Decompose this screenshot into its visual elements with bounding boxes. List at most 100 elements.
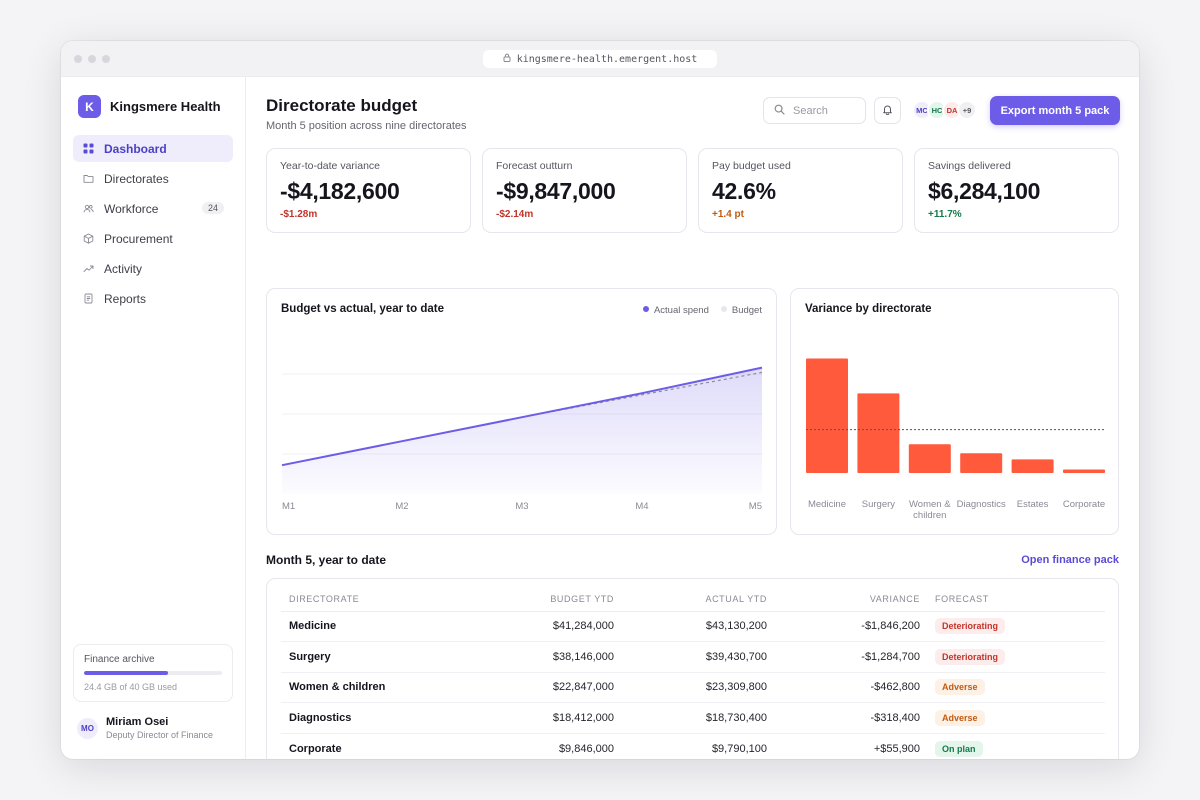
table-row[interactable]: Corporate $9,846,000 $9,790,100 +$55,900 On … [281,733,1105,759]
sidebar-item-directorates[interactable]: Directorates [73,165,233,192]
sidebar-item-label: Procurement [104,231,173,246]
search-placeholder: Search [793,104,828,117]
table-row[interactable]: Women & children $22,847,000 $23,309,800 -$… [281,672,1105,704]
bar-corporate[interactable] [1063,469,1105,473]
cell-actual: $23,309,800 [626,672,779,704]
kpi-card[interactable]: Pay budget used 42.6% +1.4 pt [698,148,903,233]
directorate-table: DIRECTORATE BUDGET YTD ACTUAL YTD VARIAN… [281,587,1105,759]
sidebar-item-label: Reports [104,291,147,306]
user-profile[interactable]: MO Miriam Osei Deputy Director of Financ… [77,716,213,740]
close-window-dot[interactable] [74,55,82,63]
category-label: Surgery [862,499,896,510]
brand-name: Kingsmere Health [110,99,221,114]
kpi-label: Pay budget used [712,160,791,172]
maximize-window-dot[interactable] [102,55,110,63]
sidebar: K Kingsmere Health Dashboard Directorates… [61,77,246,759]
sidebar-item-activity[interactable]: Activity [73,255,233,282]
table-row[interactable]: Surgery $38,146,000 $39,430,700 -$1,284,700… [281,641,1105,673]
x-tick-label: M3 [515,501,528,512]
cell-budget: $41,284,000 [481,611,626,643]
forecast-status-badge: Deteriorating [935,618,1006,635]
kpi-value: -$4,182,600 [280,178,400,204]
collaborator-avatars[interactable]: MC HC DA +9 [912,100,977,120]
box-icon [83,233,94,244]
column-header-variance[interactable]: VARIANCE [779,587,932,612]
bar-estates[interactable] [1011,459,1054,473]
kpi-label: Savings delivered [928,160,1011,172]
brand[interactable]: K Kingsmere Health [78,95,221,118]
cell-directorate: Corporate [289,742,342,755]
page-title: Directorate budget [266,96,418,115]
cell-forecast: Adverse [932,702,1105,734]
x-tick-label: M2 [395,501,408,512]
url-bar[interactable]: kingsmere-health.emergent.host [483,50,717,68]
bar-chart: Medicine Surgery Women &children Diagnostic… [806,358,1105,521]
legend-item-budget[interactable]: Budget [720,305,762,316]
category-label: children [913,510,946,521]
bar-medicine[interactable] [806,358,848,473]
cell-actual: $9,790,100 [711,742,767,755]
trend-icon [83,263,94,274]
kpi-card[interactable]: Savings delivered $6,284,100 +11.7% [914,148,1119,233]
cell-directorate: Women & children [281,672,481,704]
column-header-actual[interactable]: ACTUAL YTD [626,587,779,612]
table-row[interactable]: Diagnostics $18,412,000 $18,730,400 -$318,4… [281,702,1105,734]
bar-surgery[interactable] [857,393,900,473]
search-input[interactable]: Search [763,97,866,124]
column-header-budget[interactable]: BUDGET YTD [481,587,626,612]
legend-item-actual[interactable]: Actual spend [642,305,709,316]
cell-budget: $22,847,000 [481,672,626,704]
archive-usage-text: 24.4 GB of 40 GB used [84,682,178,692]
bar-chart-title: Variance by directorate [805,303,932,315]
more-collaborators-badge[interactable]: +9 [957,100,977,120]
kpi-label: Year-to-date variance [280,160,381,172]
category-label: Estates [1017,499,1049,510]
column-header-directorate[interactable]: DIRECTORATE [281,587,481,612]
category-label: Corporate [1063,499,1105,510]
archive-usage-fill [84,671,169,675]
page-subtitle: Month 5 position across nine directorate… [266,120,467,132]
cell-forecast: Deteriorating [932,611,1105,643]
cell-budget: $38,146,000 [481,641,626,673]
table-section-title: Month 5, year to date [266,553,387,567]
kpi-label: Forecast outturn [496,160,573,172]
export-button[interactable]: Export month 5 pack [990,96,1120,125]
x-tick-label: M4 [635,501,648,512]
kpi-value: 42.6% [712,178,776,204]
url-text: kingsmere-health.emergent.host [516,53,698,65]
column-header-forecast[interactable]: FORECAST [932,587,1105,612]
archive-title: Finance archive [84,654,155,665]
bar-women-children[interactable] [908,444,951,473]
sidebar-item-label: Activity [104,261,143,276]
browser-window: kingsmere-health.emergent.host K Kingsme… [61,41,1139,759]
category-label: Diagnostics [957,499,1006,510]
bar-diagnostics[interactable] [960,453,1003,473]
cell-variance: -$1,846,200 [779,611,932,643]
cell-directorate: Surgery [281,641,481,673]
sidebar-item-reports[interactable]: Reports [73,285,233,312]
line-chart-legend: Actual spend Budget [642,305,762,316]
minimize-window-dot[interactable] [88,55,96,63]
open-finance-pack-link[interactable]: Open finance pack [1021,554,1119,566]
notifications-button[interactable] [874,97,901,124]
finance-archive-card[interactable]: Finance archive 24.4 GB of 40 GB used [73,644,233,702]
kpi-delta: -$1.28m [280,209,318,220]
budget-vs-actual-card: Budget vs actual, year to date Actual sp… [266,288,777,535]
sidebar-item-workforce[interactable]: Workforce 24 [73,195,233,222]
sidebar-item-dashboard[interactable]: Dashboard [73,135,233,162]
kpi-card[interactable]: Forecast outturn -$9,847,000 -$2.14m [482,148,687,233]
kpi-delta: +1.4 pt [712,209,744,220]
user-name: Miriam Osei [106,716,169,728]
forecast-status-badge: Adverse [935,679,985,696]
table-row[interactable]: Medicine $41,284,000 $43,130,200 -$1,846,20… [281,611,1105,643]
cell-actual: $43,130,200 [626,611,779,643]
line-chart-title: Budget vs actual, year to date [281,303,444,315]
kpi-card[interactable]: Year-to-date variance -$4,182,600 -$1.28m [266,148,471,233]
sidebar-item-label: Dashboard [104,141,167,156]
forecast-status-badge: Deteriorating [935,648,1006,665]
directorate-table-card: DIRECTORATE BUDGET YTD ACTUAL YTD VARIAN… [266,578,1119,759]
forecast-status-badge: Adverse [935,710,985,727]
sidebar-item-procurement[interactable]: Procurement [73,225,233,252]
cell-variance: -$1,284,700 [779,641,932,673]
x-tick-label: M5 [749,501,762,512]
